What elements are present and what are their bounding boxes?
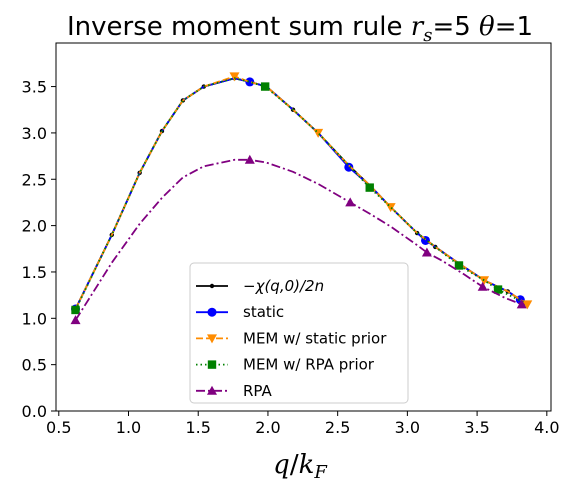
x-tick-label: 1.5: [185, 418, 210, 437]
x-tick-label: 2.5: [325, 418, 350, 437]
y-tick-label: 1.0: [22, 309, 47, 328]
data-point: [454, 261, 464, 270]
data-point: [244, 154, 255, 164]
xlabel-sub: F: [313, 462, 328, 483]
title-rs-eq: =5: [432, 12, 479, 42]
title-rs-var: r: [411, 12, 425, 42]
y-tick-label: 3.0: [22, 124, 47, 143]
data-point: [477, 281, 488, 291]
xlabel-slash: /: [290, 450, 299, 480]
data-point: [365, 183, 374, 192]
series-3: [71, 77, 527, 315]
data-point: [207, 360, 217, 369]
title-theta-var: θ: [479, 12, 495, 42]
data-point: [522, 300, 533, 310]
legend-entry: RPA: [196, 382, 273, 400]
data-point: [207, 307, 217, 317]
y-axis: 0.0 0.5 1.0 1.5 2.0 2.5 3.0 3.5: [22, 78, 56, 421]
series-line: [74, 158, 523, 321]
x-tick-label: 1.0: [116, 418, 141, 437]
data-point: [344, 162, 354, 172]
plot-area: [55, 42, 552, 412]
title-main: Inverse moment sum rule: [67, 12, 411, 42]
data-point: [493, 285, 503, 294]
title-theta-eq: =1: [495, 12, 533, 42]
y-tick-label: 0.5: [22, 356, 47, 375]
y-tick-label: 1.5: [22, 263, 47, 282]
data-point: [245, 77, 255, 87]
legend-entry: −χ(q,0)/2n: [196, 277, 324, 295]
y-tick-label: 2.5: [22, 170, 47, 189]
data-point: [71, 305, 80, 315]
data-point: [209, 283, 215, 289]
series-layer: [70, 72, 533, 325]
data-point: [260, 82, 270, 91]
data-point: [229, 72, 240, 82]
y-tick-label: 3.5: [22, 78, 47, 97]
x-axis-label: q/kF: [273, 450, 328, 483]
data-point: [207, 385, 217, 395]
legend-label: MEM w/ static prior: [243, 329, 387, 347]
x-tick-label: 3.5: [464, 418, 489, 437]
legend-entry: static: [196, 303, 284, 321]
chart-title: Inverse moment sum rule rs=5 θ=1: [67, 12, 533, 46]
xlabel-k: k: [299, 450, 315, 480]
legend-entry: MEM w/ RPA prior: [196, 356, 375, 374]
x-axis: 0.5 1.0 1.5 2.0 2.5 3.0 3.5 4.0: [46, 411, 560, 437]
xlabel-q: q: [273, 450, 290, 480]
legend: −χ(q,0)/2n static MEM w/ static prior MEM w…: [189, 262, 409, 404]
legend-entry: MEM w/ static prior: [196, 329, 387, 347]
legend-label: RPA: [243, 382, 273, 400]
title-rs-sub: s: [423, 25, 432, 46]
data-point: [70, 315, 81, 325]
y-tick-label: 0.0: [22, 402, 47, 421]
data-point: [345, 197, 356, 207]
legend-label: −χ(q,0)/2n: [243, 277, 324, 295]
legend-label: MEM w/ RPA prior: [243, 356, 375, 374]
x-tick-label: 3.0: [395, 418, 420, 437]
legend-label: static: [243, 303, 284, 321]
legend-frame: [189, 262, 409, 404]
data-point: [421, 247, 432, 257]
x-tick-label: 2.0: [255, 418, 280, 437]
series-4: [70, 154, 527, 325]
data-point: [479, 276, 490, 286]
x-tick-label: 4.0: [534, 418, 559, 437]
data-point: [516, 299, 527, 309]
y-tick-label: 2.0: [22, 217, 47, 236]
data-point: [207, 334, 217, 344]
x-tick-label: 0.5: [46, 418, 71, 437]
